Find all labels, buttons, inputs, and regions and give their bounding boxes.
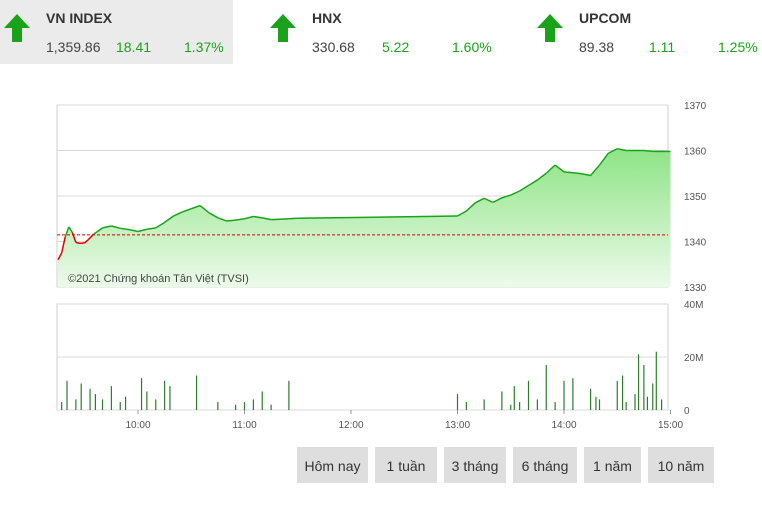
price-line-segment	[226, 219, 236, 222]
volume-tick-label: 40M	[684, 300, 703, 311]
range-button-5[interactable]: 10 năm	[648, 447, 714, 483]
price-line-segment	[208, 212, 219, 219]
price-line-segment	[519, 184, 529, 192]
price-line-segment	[598, 152, 609, 166]
ticker-percent: 1.37%	[184, 39, 224, 55]
ticker-name: VN INDEX	[46, 10, 113, 26]
price-line-segment	[146, 227, 156, 230]
price-tick-label: 1360	[684, 147, 707, 158]
price-line-segment	[155, 221, 166, 229]
watermark-text: ©2021 Chứng khoán Tân Việt (TVSI)	[68, 273, 249, 285]
price-line-segment	[492, 197, 503, 204]
price-line-segment	[164, 215, 174, 223]
price-line-segment	[554, 164, 565, 173]
price-line-segment	[111, 225, 121, 230]
ticker-upcom[interactable]: UPCOM 89.38 1.11 1.25%	[533, 0, 762, 64]
time-tick-label: 14:00	[551, 420, 576, 431]
price-line-segment	[120, 227, 130, 231]
ticker-vn-index[interactable]: VN INDEX 1,359.86 18.41 1.37%	[0, 0, 233, 64]
price-line-segment	[590, 164, 601, 177]
range-button-3[interactable]: 6 tháng	[513, 447, 577, 483]
intraday-chart: 1330 1340 1350 1360 1370 ©2021 Chứng khoán Tâ…	[56, 101, 707, 431]
price-line-segment	[474, 197, 485, 204]
volume-tick-label: 0	[684, 406, 690, 417]
price-panel: 1330 1340 1350 1360 1370 ©2021 Chứng khoán Tâ…	[56, 101, 707, 294]
price-line-segment	[297, 215, 458, 220]
price-line-segment	[253, 215, 263, 219]
price-line-segment	[199, 204, 210, 214]
price-line-segment	[93, 227, 103, 235]
price-line-segment	[608, 148, 618, 154]
range-button-4[interactable]: 1 năm	[584, 447, 641, 483]
price-tick-label: 1350	[684, 192, 707, 203]
price-line-segment	[617, 147, 627, 152]
index-ticker-bar: VN INDEX 1,359.86 18.41 1.37% HNX 330.68…	[0, 0, 762, 64]
price-line-segment	[483, 197, 494, 204]
volume-tick-label: 20M	[684, 353, 703, 364]
ticker-name: HNX	[312, 10, 342, 26]
price-line-segment	[182, 208, 192, 213]
time-axis: 10:00 11:00 12:00 13:00 14:00 15:00	[125, 410, 683, 431]
price-line-segment	[572, 172, 582, 175]
price-line-segment	[262, 217, 272, 221]
price-line-segment	[60, 236, 66, 254]
price-line-segment	[457, 210, 467, 217]
price-line-segment	[581, 172, 591, 177]
price-line-segment	[510, 190, 520, 196]
price-line-segment	[536, 172, 547, 181]
price-line-segment	[545, 164, 556, 174]
time-tick-label: 10:00	[125, 420, 150, 431]
ticker-name: UPCOM	[579, 10, 632, 26]
time-tick-label: 15:00	[658, 420, 683, 431]
price-line-segment	[563, 171, 573, 174]
ticker-percent: 1.60%	[452, 39, 492, 55]
price-line-segment	[528, 179, 538, 187]
price-line-segment	[244, 215, 254, 220]
price-line-segment	[501, 194, 511, 199]
price-line-segment	[643, 149, 653, 153]
price-line-segment	[71, 232, 77, 243]
time-tick-label: 12:00	[338, 420, 363, 431]
ticker-hnx[interactable]: HNX 330.68 5.22 1.60%	[266, 0, 506, 64]
price-line-segment	[84, 239, 89, 244]
ticker-price: 89.38	[579, 39, 615, 55]
price-line-segment	[190, 204, 201, 210]
time-tick-label: 11:00	[232, 420, 257, 431]
price-line-segment	[235, 218, 245, 221]
price-line-segment	[137, 228, 148, 233]
arrow-up-icon	[270, 14, 296, 42]
price-line-segment	[217, 217, 228, 222]
ticker-change: 5.22	[382, 39, 410, 55]
price-tick-label: 1340	[684, 238, 707, 249]
ticker-change: 1.11	[649, 39, 676, 55]
range-button-2[interactable]: 3 tháng	[444, 447, 506, 483]
price-tick-label: 1370	[684, 101, 707, 112]
volume-panel: 0 20M 40M	[56, 300, 703, 417]
price-line-segment	[68, 226, 73, 233]
range-button-1[interactable]: 1 tuần	[375, 447, 437, 483]
price-tick-label: 1330	[684, 283, 707, 294]
price-line-segment	[64, 226, 70, 238]
price-line-segment	[57, 252, 63, 261]
price-line-segment	[102, 225, 112, 229]
arrow-up-icon	[537, 14, 563, 42]
price-line-segment	[75, 241, 80, 245]
ticker-change: 18.41	[116, 39, 152, 55]
price-line-segment	[465, 202, 476, 212]
arrow-up-icon	[4, 14, 30, 42]
ticker-percent: 1.25%	[718, 39, 758, 55]
price-line-segment	[173, 211, 183, 217]
range-button-0[interactable]: Hôm nay	[297, 447, 368, 483]
time-tick-label: 13:00	[445, 420, 470, 431]
ticker-price: 330.68	[312, 39, 355, 55]
ticker-price: 1,359.86	[46, 39, 101, 55]
price-line-segment	[128, 228, 139, 233]
